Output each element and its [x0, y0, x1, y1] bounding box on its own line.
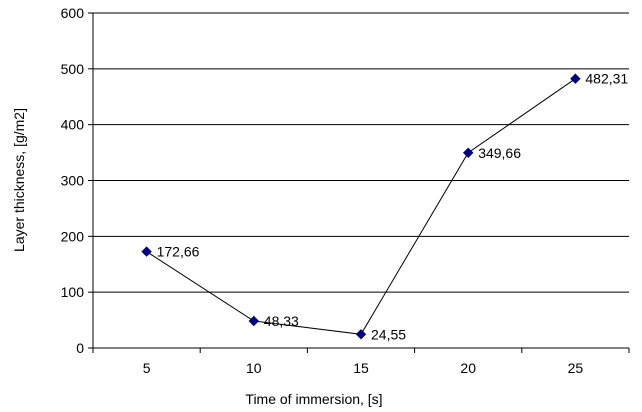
y-tick-label: 600 [61, 5, 85, 21]
x-tick-label: 20 [460, 360, 476, 376]
y-tick-label: 0 [76, 340, 84, 356]
series-line [146, 78, 576, 335]
tick-labels: 0 100 200 300 400 500 600 5 10 15 20 25 [61, 5, 584, 376]
grid-lines [93, 12, 629, 293]
data-point [355, 329, 367, 340]
data-label: 482,31 [585, 71, 628, 87]
data-point [570, 73, 581, 84]
y-tick-label: 500 [61, 61, 85, 77]
data-labels: 172,66 48,33 24,55 349,66 482,31 [157, 71, 629, 343]
data-label: 349,66 [478, 145, 521, 161]
data-series [141, 73, 581, 340]
data-label: 48,33 [264, 313, 299, 329]
x-tick-label: 10 [246, 360, 262, 376]
y-tick-label: 300 [61, 173, 85, 189]
data-label: 24,55 [371, 326, 406, 342]
y-tick-label: 200 [61, 228, 85, 244]
data-point [141, 246, 152, 257]
data-point [462, 147, 474, 158]
x-tick-label: 15 [353, 360, 369, 376]
x-axis-title: Time of immersion, [s] [245, 391, 382, 407]
axes [88, 12, 630, 353]
x-tick-label: 5 [143, 360, 151, 376]
y-tick-label: 400 [61, 117, 85, 133]
data-point [248, 315, 260, 327]
y-axis-title: Layer thickness, [g/m2] [11, 108, 27, 252]
data-label: 172,66 [157, 244, 200, 260]
x-tick-label: 25 [568, 360, 584, 376]
y-tick-label: 100 [61, 284, 85, 300]
